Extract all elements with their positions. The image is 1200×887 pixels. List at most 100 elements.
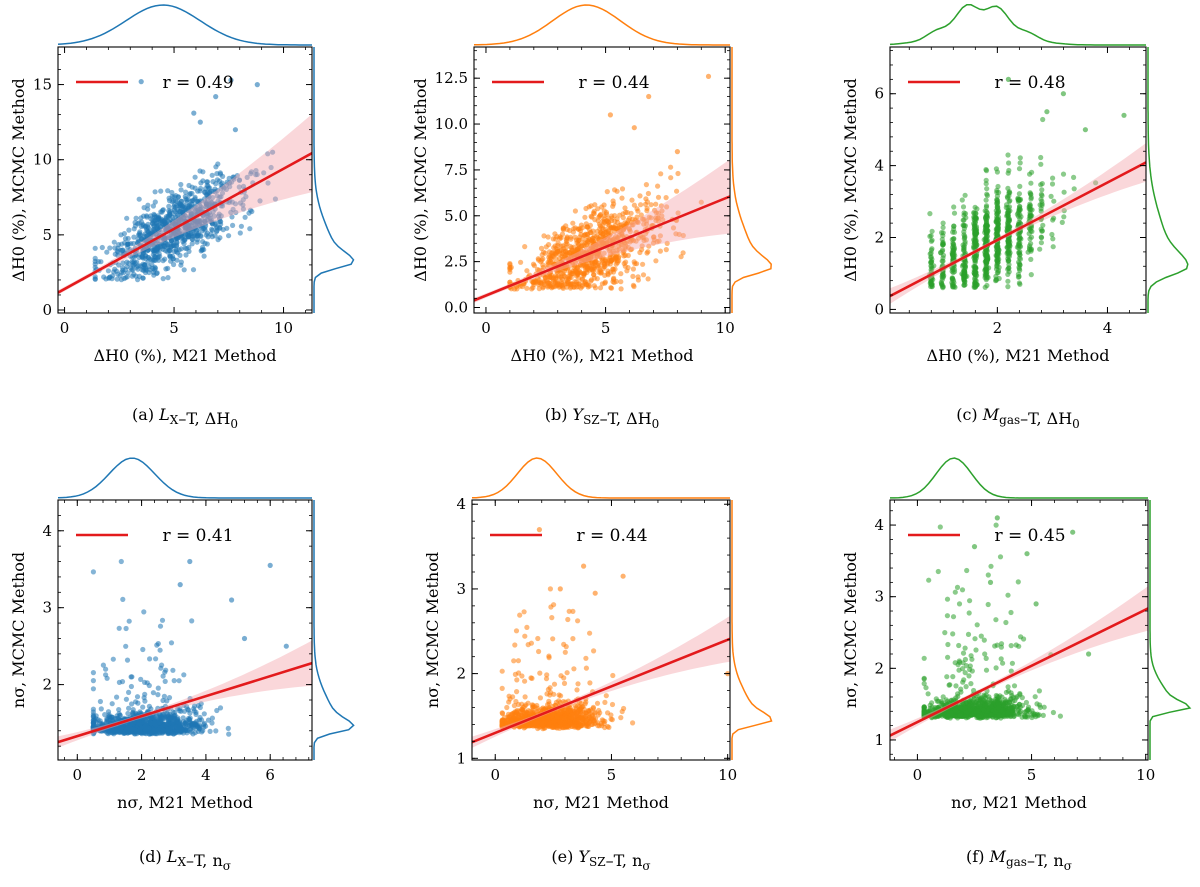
caption-part: L [158, 405, 170, 424]
data-point [248, 171, 254, 177]
data-point [240, 206, 246, 212]
data-point [984, 238, 991, 244]
data-point [674, 188, 680, 194]
data-point [511, 703, 517, 709]
data-point-outlier [267, 562, 273, 569]
data-point [200, 239, 206, 245]
data-point [1005, 152, 1011, 158]
data-point [117, 273, 123, 279]
data-point [939, 258, 945, 264]
data-point [146, 245, 152, 251]
data-point [591, 260, 598, 266]
data-point [109, 727, 115, 733]
data-point [114, 694, 120, 700]
top-marginal-kde [57, 457, 312, 499]
data-point [180, 715, 186, 721]
data-point-outlier [283, 643, 289, 649]
data-point [159, 217, 165, 223]
data-point [195, 217, 201, 223]
data-point [635, 274, 641, 280]
data-point [135, 266, 141, 272]
top-marginal-kde [57, 4, 312, 46]
data-point [1028, 256, 1034, 262]
data-point [145, 202, 151, 208]
data-point [218, 219, 224, 225]
x-tick-label: 0 [60, 319, 70, 337]
data-point [90, 720, 96, 727]
data-point [576, 284, 582, 290]
data-point [550, 636, 556, 642]
data-point [951, 263, 957, 269]
data-point [994, 216, 1001, 222]
data-point [552, 243, 558, 249]
data-point [190, 233, 196, 239]
data-point [144, 233, 150, 239]
data-point [1038, 234, 1044, 240]
data-point [581, 262, 587, 268]
data-point [582, 243, 588, 250]
data-point [152, 189, 158, 195]
data-point [1039, 228, 1045, 234]
data-point [645, 190, 652, 197]
data-point [188, 211, 194, 217]
data-point [630, 266, 637, 272]
data-point [229, 214, 235, 220]
data-point [102, 712, 108, 718]
data-point [951, 204, 957, 210]
data-point [560, 699, 567, 705]
data-point [111, 239, 117, 245]
data-point [1006, 198, 1012, 205]
data-point [638, 212, 644, 218]
x-axis-label: ΔH0 (%), M21 Method [94, 346, 277, 365]
data-point [962, 269, 968, 275]
data-point [257, 198, 263, 204]
y-tick-label: 3 [42, 599, 52, 617]
data-point [536, 648, 542, 655]
data-point [664, 240, 670, 246]
data-point [657, 233, 664, 239]
data-point [147, 256, 153, 262]
data-point [600, 265, 606, 271]
data-point [658, 203, 665, 209]
data-point [645, 249, 651, 255]
data-point [136, 718, 142, 724]
data-point [522, 244, 528, 250]
data-point [994, 253, 1000, 259]
data-point [213, 224, 219, 230]
data-point [196, 231, 202, 237]
data-point [961, 217, 967, 223]
data-point [612, 223, 619, 229]
data-point [100, 721, 106, 727]
legend-label: r = 0.49 [162, 73, 233, 93]
data-point [524, 268, 530, 274]
data-point [198, 717, 205, 723]
data-point [607, 261, 613, 267]
data-point [1028, 248, 1034, 254]
data-point [186, 248, 192, 254]
data-point [139, 236, 145, 242]
right-marginal-kde [731, 47, 772, 313]
data-point [119, 679, 126, 685]
data-point [547, 283, 553, 289]
data-point [648, 202, 654, 208]
data-point [982, 208, 988, 214]
data-point [1050, 236, 1056, 242]
data-point [618, 279, 624, 285]
data-point [655, 183, 661, 189]
data-point [244, 174, 250, 180]
data-point [961, 210, 967, 216]
data-point [1006, 160, 1012, 166]
data-point [199, 221, 205, 227]
data-point [187, 722, 193, 729]
data-point [960, 204, 967, 210]
data-point [133, 699, 139, 705]
data-point [253, 168, 259, 174]
caption-part: X [170, 413, 179, 427]
data-point [226, 731, 232, 737]
data-point [145, 224, 151, 230]
data-point [1016, 259, 1022, 265]
data-point [518, 259, 524, 265]
data-point [994, 197, 1000, 203]
data-point [499, 710, 505, 716]
